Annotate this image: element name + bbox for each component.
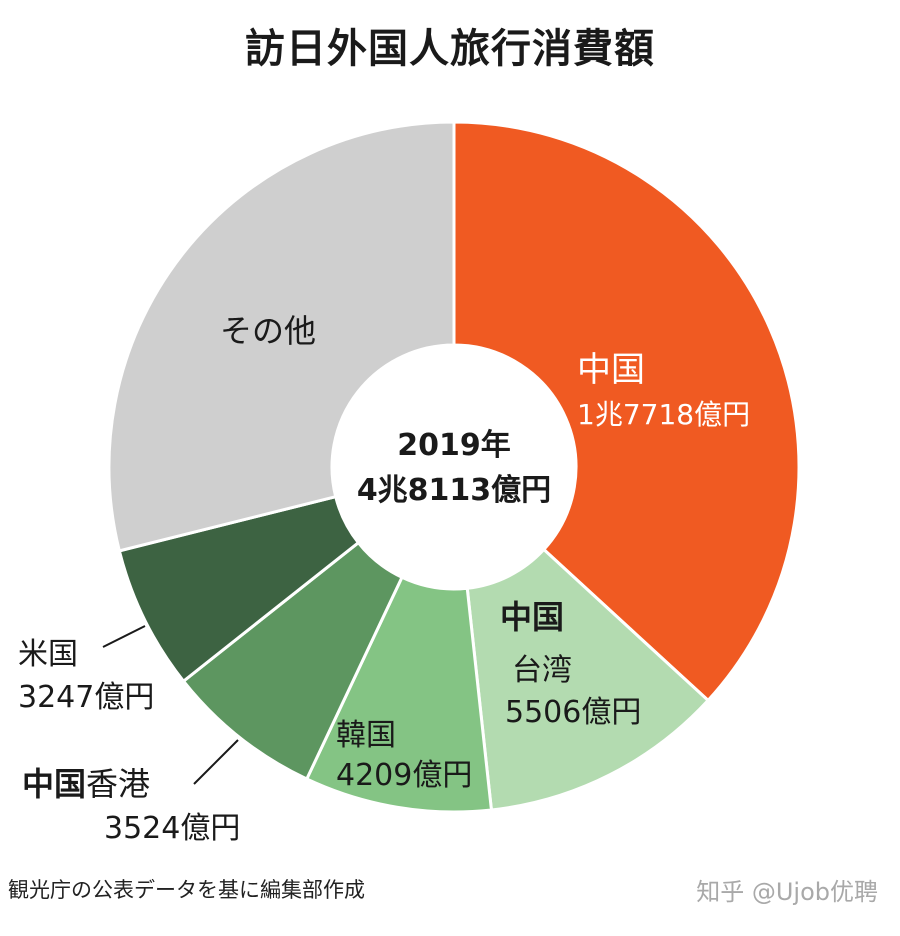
slice-value-hongkong: 3524億円 — [104, 811, 240, 846]
slice-value-china: 1兆7718億円 — [577, 398, 750, 431]
slice-value-usa: 3247億円 — [18, 680, 154, 715]
donut-chart: 中国1兆7718億円中国台湾5506億円韓国4209億円中国香港3524億円米国… — [18, 120, 801, 846]
donut-slice-2 — [304, 575, 494, 814]
leader-line-usa — [102, 625, 146, 648]
slice-value-korea: 4209億円 — [336, 758, 472, 793]
slice-label-hongkong: 中国香港 — [22, 765, 150, 803]
donut-slice-5 — [107, 120, 456, 553]
donut-slice-1 — [465, 547, 711, 812]
slice-label-other: その他 — [220, 312, 316, 350]
slice-label-taiwan: 台湾 — [512, 653, 572, 688]
center-total-label: 4兆8113億円 — [357, 473, 551, 508]
watermark: 知乎 @Ujob优聘 — [696, 878, 878, 906]
slice-label-usa: 米国 — [18, 637, 78, 672]
center-year-label: 2019年 — [397, 428, 511, 463]
slice-label-china: 中国 — [577, 350, 645, 390]
slice-label-taiwan-prefix: 中国 — [500, 598, 564, 636]
slice-label-korea: 韓国 — [336, 718, 396, 753]
source-note: 観光庁の公表データを基に編集部作成 — [8, 878, 365, 902]
chart-title: 訪日外国人旅行消費額 — [245, 26, 655, 72]
leader-line-hongkong — [193, 739, 239, 785]
slice-value-taiwan: 5506億円 — [505, 695, 641, 730]
donut-slice-0 — [452, 120, 801, 703]
